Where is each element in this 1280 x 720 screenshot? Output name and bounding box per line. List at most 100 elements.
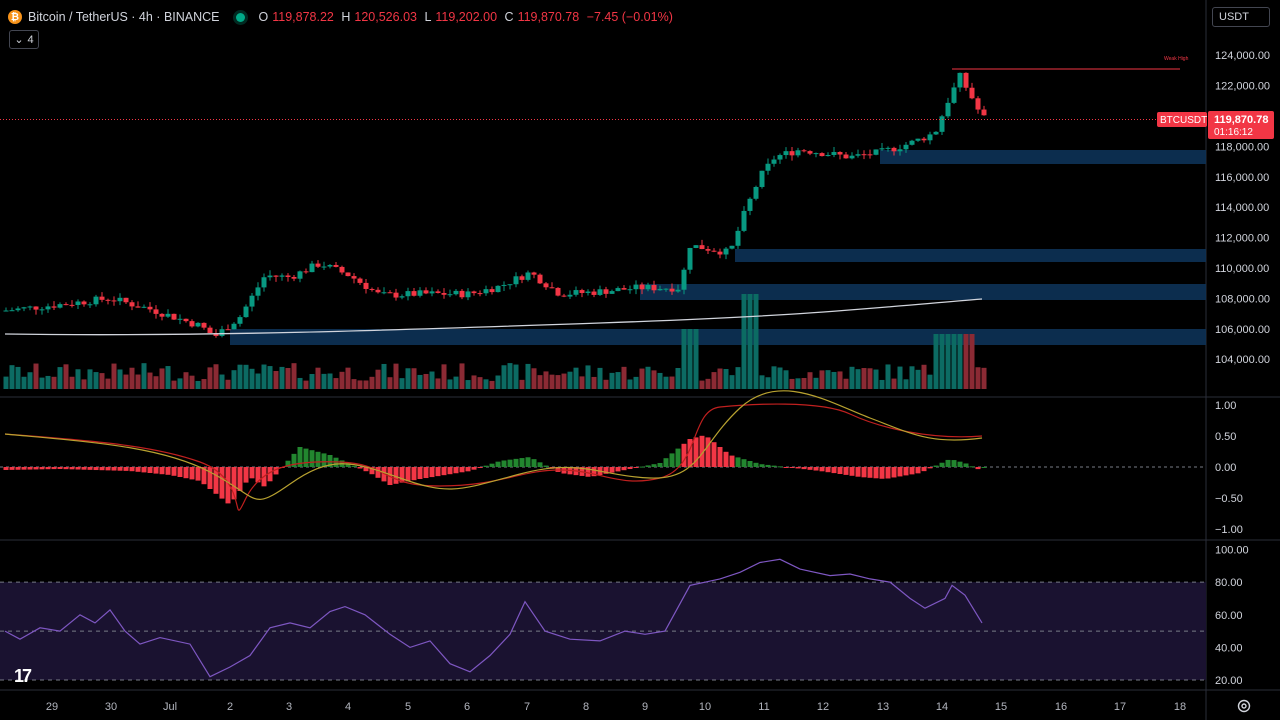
candle-body [171, 313, 177, 320]
volume-bar [555, 375, 561, 389]
volume-bar [105, 378, 111, 389]
macd-histogram-bar [189, 467, 195, 480]
volume-bar [729, 375, 735, 389]
candle-body [309, 263, 315, 273]
moving-average-line [4, 298, 983, 336]
gear-icon[interactable] [1236, 698, 1252, 714]
candle-body [381, 292, 387, 294]
macd-histogram-bar [471, 467, 477, 470]
volume-bar [489, 380, 495, 389]
macd-histogram-bar [39, 467, 45, 470]
candle-body [345, 272, 351, 277]
candle-body [231, 323, 237, 330]
volume-bar [369, 376, 375, 389]
macd-histogram-bar [9, 467, 15, 470]
macd-histogram-bar [639, 466, 645, 468]
indicators-toggle-button[interactable]: ⌄ 4 [9, 30, 39, 49]
time-label: 29 [46, 701, 58, 713]
time-label: 12 [817, 701, 829, 713]
volume-bar [645, 366, 651, 389]
candle-body [537, 274, 543, 284]
macd-histogram-bar [495, 461, 501, 467]
candle-body [909, 140, 915, 145]
volume-bar [825, 370, 831, 389]
macd-histogram-bar [861, 467, 867, 478]
macd-histogram-bar [417, 467, 423, 479]
volume-bar [777, 367, 783, 389]
currency-select[interactable]: USDT [1212, 7, 1270, 27]
macd-histogram-bar [741, 459, 747, 467]
volume-bar [537, 375, 543, 389]
candle-body [579, 290, 585, 293]
volume-bar [321, 373, 327, 389]
time-label: 15 [995, 701, 1007, 713]
macd-histogram-bar [75, 467, 81, 470]
macd-histogram-bar [621, 467, 627, 471]
macd-histogram-bar [879, 467, 885, 479]
macd-histogram-bar [753, 462, 759, 467]
volume-bar [573, 367, 579, 389]
macd-histogram-bar [153, 467, 159, 474]
ohlc-low: 119,202.00 [435, 10, 498, 24]
macd-histogram-bar [711, 442, 717, 467]
candle-body [183, 318, 189, 322]
volume-bar [411, 368, 417, 389]
macd-histogram-bar [33, 467, 39, 470]
time-label: 7 [524, 701, 530, 713]
candle-body [9, 310, 15, 312]
candle-body [741, 210, 747, 231]
volume-bar [459, 363, 465, 389]
volume-bar [843, 378, 849, 389]
macd-histogram-bar [225, 467, 231, 504]
candle-body [483, 289, 489, 294]
candle-body [111, 300, 117, 302]
volume-bar [453, 376, 459, 389]
indicator-count: 4 [27, 33, 34, 46]
macd-histogram-bar [699, 435, 705, 467]
candle-body [765, 163, 771, 171]
symbol-header[interactable]: ₿ Bitcoin / TetherUS · 4h · BINANCE O 119… [8, 8, 677, 26]
time-label: 10 [699, 701, 711, 713]
price-tick: 118,000.00 [1215, 141, 1269, 153]
macd-histogram-bar [939, 462, 945, 467]
tradingview-logo-icon[interactable]: 17 [14, 666, 32, 686]
macd-histogram-bar [777, 466, 783, 468]
volume-bar [87, 369, 93, 389]
macd-histogram-bar [363, 467, 369, 472]
candle-body [879, 148, 885, 150]
volume-bar [525, 363, 531, 389]
volume-bar [213, 364, 219, 389]
candle-body [921, 138, 927, 141]
ohlc-change: −7.45 (−0.01%) [586, 10, 673, 24]
price-tick: 110,000.00 [1215, 263, 1269, 275]
candle-body [279, 275, 285, 277]
candle-body [801, 150, 807, 152]
macd-tick: −1.00 [1215, 524, 1243, 536]
macd-histogram-bar [927, 467, 933, 469]
candle-body [933, 131, 939, 135]
macd-histogram-bar [855, 467, 861, 477]
macd-histogram-bar [453, 467, 459, 474]
symbol-title[interactable]: Bitcoin / TetherUS · 4h · BINANCE [28, 10, 220, 24]
volume-bar [423, 373, 429, 389]
macd-histogram-bar [591, 467, 597, 477]
volume-bar [951, 334, 957, 389]
candle-body [327, 264, 333, 267]
candle-body [705, 249, 711, 251]
volume-bar [747, 294, 753, 389]
volume-bar [33, 363, 39, 389]
candle-body [57, 304, 63, 308]
candle-body [669, 288, 675, 292]
volume-bar [867, 368, 873, 389]
macd-histogram-bar [501, 460, 507, 467]
time-label: 2 [227, 701, 233, 713]
candle-body [681, 269, 687, 290]
volume-bar [285, 368, 291, 389]
macd-histogram-bar [291, 453, 297, 467]
volume-bar [741, 294, 747, 389]
macd-histogram-bar [345, 463, 351, 467]
candle-body [633, 284, 639, 290]
volume-bar [3, 376, 9, 389]
volume-bar [531, 368, 537, 389]
